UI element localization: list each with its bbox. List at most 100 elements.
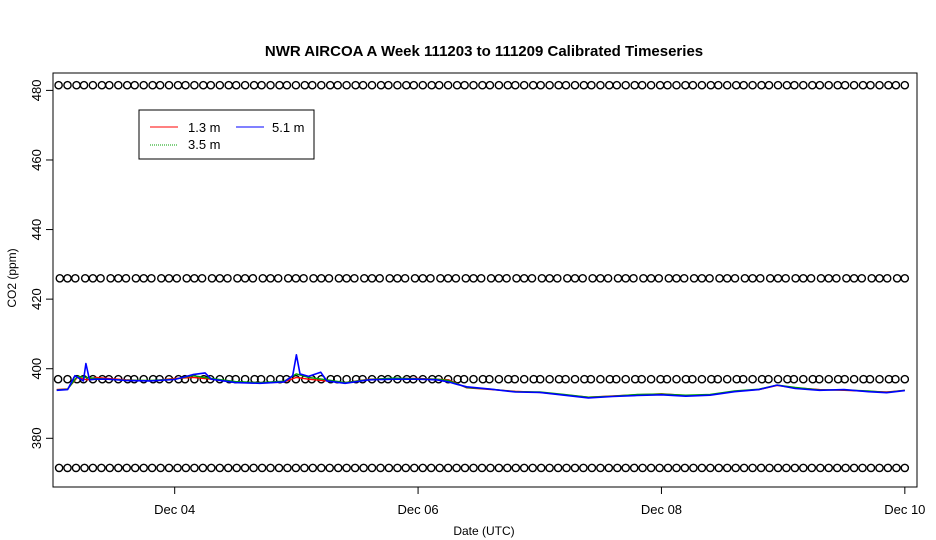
reference-point (731, 80, 741, 90)
reference-point (232, 463, 241, 473)
reference-point (63, 374, 72, 384)
reference-point (503, 374, 513, 384)
reference-point (309, 273, 318, 283)
reference-point (528, 80, 538, 90)
reference-point (738, 374, 748, 384)
reference-point (655, 463, 664, 473)
reference-point (630, 80, 640, 90)
reference-point (756, 273, 765, 283)
reference-point (646, 463, 656, 473)
reference-point (596, 80, 605, 90)
reference-point (715, 273, 724, 283)
reference-point (900, 463, 910, 473)
reference-point (307, 80, 317, 90)
reference-point (72, 80, 81, 90)
reference-point (367, 80, 377, 90)
reference-point (773, 374, 783, 384)
reference-point (553, 463, 563, 473)
reference-point (476, 273, 486, 283)
reference-point (283, 273, 293, 283)
reference-point (765, 273, 775, 283)
reference-point (679, 273, 689, 283)
reference-point (875, 80, 884, 90)
reference-point (654, 273, 664, 283)
legend-box (138, 109, 315, 160)
reference-point (54, 80, 63, 90)
y-tick-label: 480 (29, 80, 44, 102)
reference-point (198, 80, 208, 90)
reference-point (757, 374, 767, 384)
y-axis: 380 400 420 440 460 480 (29, 80, 54, 449)
reference-point (106, 273, 115, 283)
reference-point (324, 273, 334, 283)
reference-point (486, 463, 495, 473)
reference-point (418, 463, 428, 473)
reference-point (663, 80, 672, 90)
reference-point (434, 80, 444, 90)
reference-point (554, 80, 563, 90)
reference-point (88, 80, 98, 90)
reference-point (282, 80, 292, 90)
reference-point (494, 374, 504, 384)
reference-point (316, 80, 326, 90)
reference-point (206, 463, 216, 473)
reference-point (443, 80, 453, 90)
reference-point (257, 80, 266, 90)
reference-point (681, 374, 691, 384)
reference-point (273, 273, 283, 283)
reference-point (891, 80, 901, 90)
reference-point (866, 80, 875, 90)
reference-point (375, 273, 385, 283)
reference-point (180, 374, 190, 384)
reference-point (71, 463, 81, 473)
y-tick-label: 460 (29, 149, 44, 171)
reference-point (537, 273, 547, 283)
reference-point (765, 463, 774, 473)
reference-point (806, 273, 816, 283)
reference-point (646, 374, 656, 384)
reference-point (435, 463, 445, 473)
reference-point (80, 463, 89, 473)
reference-point (503, 80, 513, 90)
reference-point (580, 374, 589, 384)
reference-point (815, 80, 825, 90)
reference-point (756, 463, 766, 473)
series-line-5-1-m (56, 353, 905, 399)
reference-point (646, 80, 656, 90)
reference-point (257, 463, 267, 473)
reference-point (656, 374, 665, 384)
reference-point (662, 374, 672, 384)
reference-point (748, 374, 757, 384)
x-tick-label: Dec 04 (154, 502, 195, 517)
reference-point (409, 80, 419, 90)
reference-point (655, 80, 665, 90)
reference-point (672, 273, 681, 283)
reference-point (527, 273, 537, 283)
reference-point (722, 273, 732, 283)
reference-point (570, 374, 580, 384)
reference-point (350, 463, 360, 473)
reference-point (824, 463, 834, 473)
reference-point (782, 463, 791, 473)
reference-point (436, 273, 445, 283)
reference-point (579, 80, 589, 90)
reference-point (460, 463, 470, 473)
reference-point (197, 273, 207, 283)
reference-point (672, 463, 681, 473)
reference-point (748, 273, 757, 283)
reference-point (376, 463, 385, 473)
reference-point (875, 374, 884, 384)
reference-point (883, 463, 893, 473)
reference-point (258, 273, 268, 283)
x-tick-label: Dec 06 (397, 502, 438, 517)
chart-title: NWR AIRCOA A Week 111203 to 111209 Calib… (265, 43, 703, 60)
reference-point (884, 80, 893, 90)
reference-point (97, 80, 107, 90)
reference-point (832, 273, 841, 283)
reference-point (748, 80, 757, 90)
reference-point (283, 463, 292, 473)
reference-point (706, 463, 715, 473)
reference-point (824, 80, 834, 90)
reference-point (63, 80, 72, 90)
reference-point (249, 463, 258, 473)
